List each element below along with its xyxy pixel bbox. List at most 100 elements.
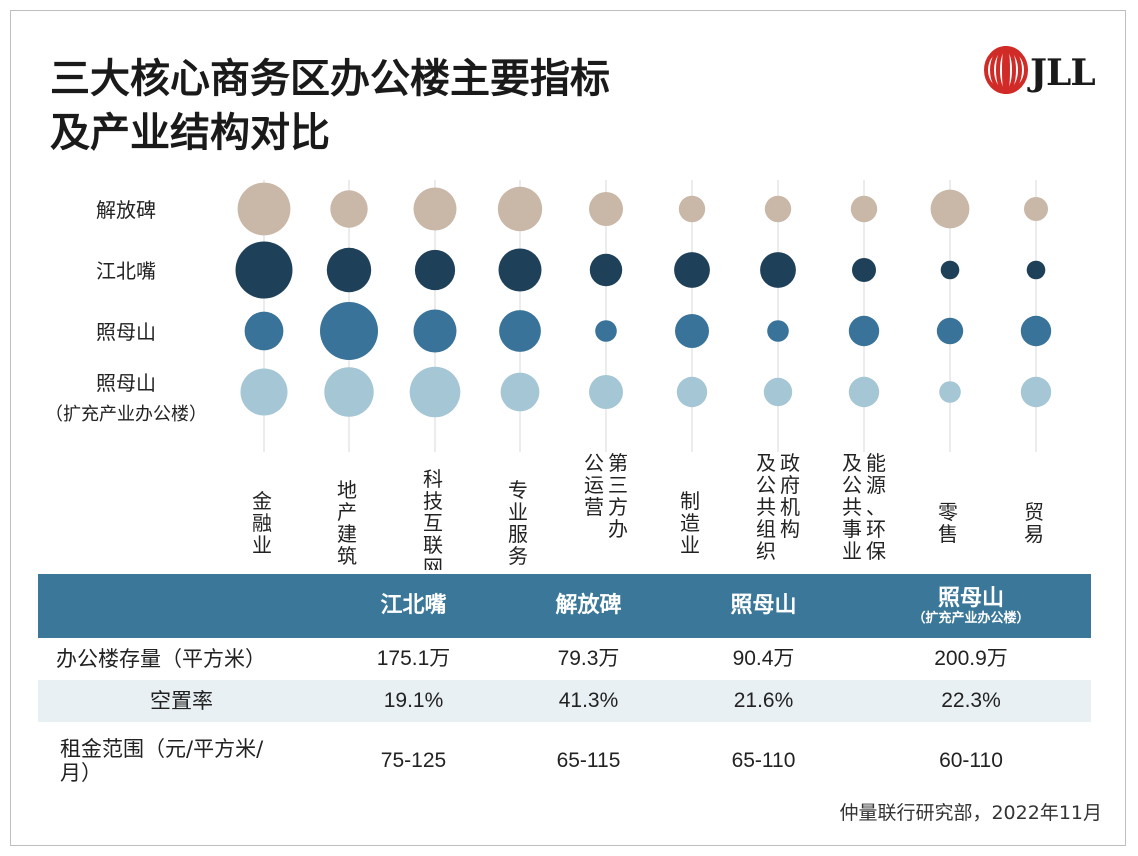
table-cell: 65-115: [556, 749, 621, 772]
column-label-char: 技: [423, 489, 443, 513]
row-label-sub: （扩充产业办公楼）: [45, 404, 207, 425]
row-label: 解放碑: [96, 198, 156, 222]
column-label-char: 营: [584, 495, 604, 519]
row-label-rent-line-2: 月）: [60, 761, 102, 785]
bubble-point: [760, 252, 796, 288]
column-label-char: 筑: [337, 544, 357, 568]
column-label-char: 贸: [1024, 500, 1044, 524]
column-label-char: 售: [938, 522, 958, 546]
column-label-char: 运: [584, 473, 604, 497]
bubble-point: [589, 253, 623, 287]
bubble-point: [848, 376, 880, 408]
column-label-char: 地: [337, 478, 357, 502]
table-cell: 75-125: [380, 749, 447, 772]
column-label-char: 制: [680, 489, 700, 513]
column-label-char: 方: [608, 495, 628, 519]
column-label-char: 环: [866, 517, 886, 541]
column-label-char: 专: [508, 478, 528, 502]
column-label-char: 、: [866, 495, 886, 519]
table-cell: 200.9万: [934, 647, 1008, 670]
jll-logo-icon: [984, 46, 1028, 94]
table-cell: 21.6%: [733, 689, 794, 712]
row-label: 照母山: [96, 371, 156, 395]
title-line-1: 三大核心商务区办公楼主要指标: [50, 56, 610, 102]
header-cell-zhaomushan: 照母山: [730, 593, 797, 618]
bubble-point: [497, 186, 543, 232]
column-label-char: 构: [780, 517, 800, 541]
header-cell-jiefangbei: 解放碑: [555, 593, 622, 618]
column-label-char: 共: [756, 495, 776, 519]
column-label-char: 组: [756, 517, 776, 541]
table-cell: 41.3%: [558, 689, 619, 712]
column-label-char: 业: [680, 533, 700, 557]
row-label-stock: 办公楼存量（平方米）: [56, 647, 266, 671]
column-label-char: 互: [423, 511, 443, 535]
column-label-char: 金: [252, 489, 272, 513]
bubble-point: [326, 247, 372, 293]
bubble-point: [1020, 315, 1052, 347]
table-cell: 65-110: [731, 749, 796, 772]
bubble-point: [413, 309, 457, 353]
header-cell-zhaomushan-expanded-title: 照母山: [937, 585, 1004, 611]
bubble-point: [852, 258, 876, 282]
bubble-point: [240, 368, 288, 416]
column-label-char: 造: [680, 511, 700, 535]
table-cell: 79.3万: [557, 647, 620, 670]
column-label-char: 融: [252, 511, 272, 535]
header-cell-subtitle: （扩充产业办公楼）: [912, 610, 1030, 626]
row-label-rent-line-1: 租金范围（元/平方米/: [60, 737, 264, 761]
logo-text: JLL: [1030, 52, 1096, 94]
bubble-point: [678, 195, 706, 223]
bubble-point: [848, 315, 880, 347]
column-label-char: 保: [866, 539, 886, 563]
bubble-point: [500, 372, 540, 412]
bubble-point: [414, 249, 456, 291]
bubble-point: [498, 248, 542, 292]
table-cell: 90.4万: [732, 647, 795, 670]
bubble-point: [930, 189, 970, 229]
bubble-point: [409, 366, 461, 418]
row-label-rent: 租金范围（元/平方米/ 月）: [38, 737, 326, 785]
bubble-point: [1026, 260, 1046, 280]
bubble-point: [324, 367, 374, 417]
row-label-vacancy: 空置率: [150, 689, 213, 713]
bubble-point: [235, 241, 293, 299]
bubble-point: [939, 381, 961, 403]
column-label-char: 及: [842, 451, 862, 475]
column-label-char: 易: [1024, 522, 1044, 546]
slide-frame: [10, 10, 1126, 846]
bubble-point: [595, 320, 617, 342]
source-note: 仲量联行研究部，2022年11月: [839, 802, 1102, 824]
column-label-char: 建: [337, 522, 357, 546]
column-label-char: 产: [337, 500, 357, 524]
column-label-char: 织: [756, 539, 776, 563]
bubble-point: [320, 302, 378, 360]
column-label-char: 零: [938, 500, 958, 524]
bubble-point: [764, 195, 792, 223]
row-label: 照母山: [96, 320, 156, 344]
bubble-point: [330, 190, 368, 228]
header-cell-zhaomushan-expanded: 照母山 （扩充产业办公楼）: [851, 585, 1091, 626]
bubble-point: [940, 260, 960, 280]
column-label-char: 科: [423, 467, 443, 491]
column-label-char: 业: [508, 500, 528, 524]
bubble-point: [589, 192, 623, 226]
table-header-row: 江北嘴 解放碑 照母山 照母山 （扩充产业办公楼）: [38, 574, 1091, 638]
bubble-point: [413, 187, 457, 231]
column-label-char: 共: [842, 495, 862, 519]
bubble-point: [499, 310, 541, 352]
row-label: 江北嘴: [96, 259, 156, 283]
table-cell: 175.1万: [376, 647, 451, 670]
table-row: 办公楼存量（平方米） 175.1万 79.3万 90.4万 200.9万: [38, 638, 1091, 680]
column-label-char: 政: [780, 451, 800, 475]
table-row: 空置率 19.1% 41.3% 21.6% 22.3%: [38, 680, 1091, 722]
bubble-point: [589, 375, 623, 409]
bubble-point: [1020, 376, 1052, 408]
page-title: 三大核心商务区办公楼主要指标 及产业结构对比: [50, 52, 610, 160]
column-label-char: 及: [756, 451, 776, 475]
column-label-char: 务: [508, 544, 528, 568]
column-label-char: 网: [423, 555, 443, 570]
bubble-point: [244, 311, 284, 351]
column-label-char: 公: [584, 451, 604, 475]
table-row: 租金范围（元/平方米/ 月） 75-125 65-115 65-110 60-1…: [38, 722, 1091, 800]
